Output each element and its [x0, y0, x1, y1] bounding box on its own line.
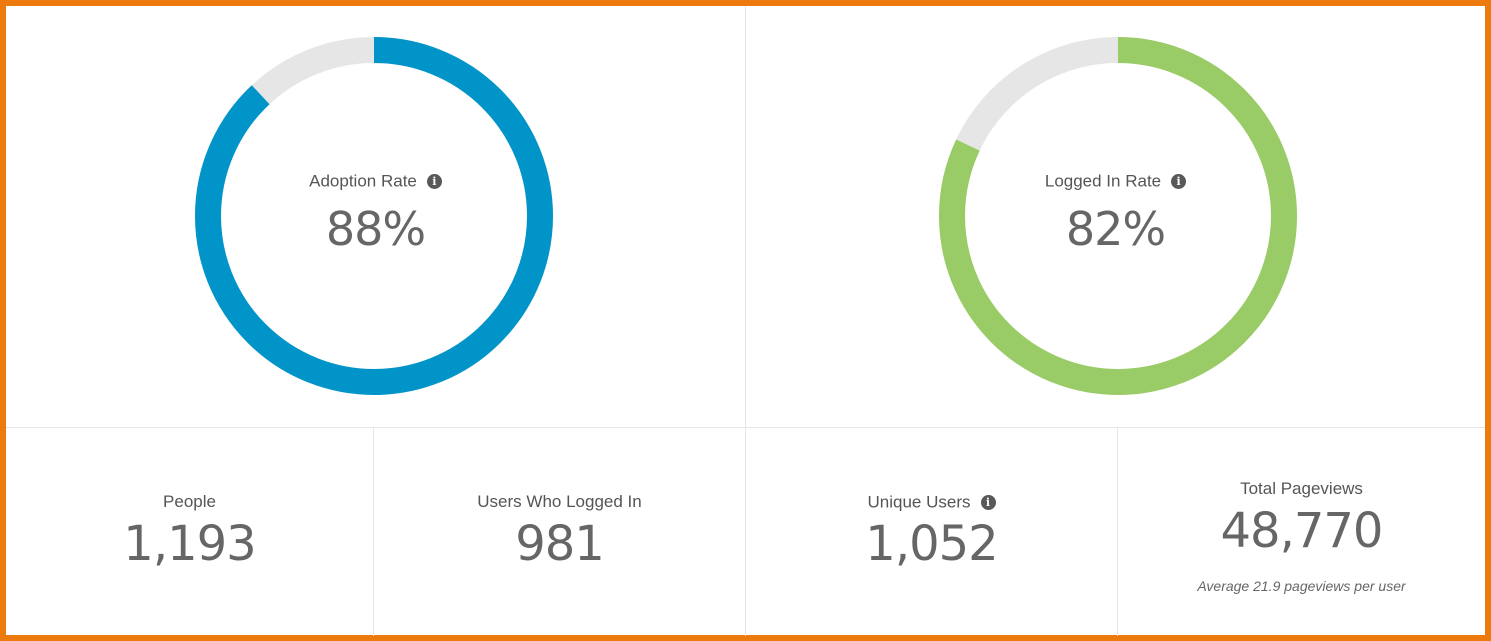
unique-users-label: Unique Users i	[746, 492, 1117, 513]
users-logged-in-stat: Users Who Logged In 981	[374, 428, 746, 636]
people-value: 1,193	[123, 516, 256, 572]
users-logged-in-label: Users Who Logged In	[477, 492, 642, 511]
unique-users-value: 1,052	[865, 516, 998, 572]
adoption-rate-label: Adoption Rate i	[6, 171, 745, 192]
logged-in-rate-label: Logged In Rate i	[746, 171, 1485, 192]
logged-in-rate-value: 82%	[1065, 202, 1166, 256]
adoption-rate-donut	[195, 37, 553, 395]
total-pageviews-stat: Total Pageviews 48,770 Average 21.9 page…	[1118, 428, 1485, 636]
total-pageviews-value: 48,770	[1220, 503, 1384, 559]
total-pageviews-label: Total Pageviews	[1240, 479, 1363, 498]
adoption-rate-value: 88%	[325, 202, 426, 256]
adoption-rate-label-text: Adoption Rate	[309, 171, 417, 191]
gauges-row: Adoption Rate i 88% Logged In Rate i 82%	[6, 6, 1485, 427]
logged-in-rate-donut	[939, 37, 1297, 395]
people-stat: People 1,193	[6, 428, 374, 636]
stats-row: People 1,193 Users Who Logged In 981 Uni…	[6, 427, 1485, 636]
info-icon[interactable]: i	[980, 495, 996, 511]
unique-users-label-text: Unique Users	[867, 492, 971, 512]
users-logged-in-value: 981	[515, 516, 605, 572]
pageviews-average-note: Average 21.9 pageviews per user	[1197, 578, 1406, 594]
adoption-rate-arc	[195, 37, 553, 395]
info-icon[interactable]: i	[426, 174, 442, 190]
logged-in-rate-panel: Logged In Rate i 82%	[746, 6, 1485, 427]
unique-users-stat: Unique Users i 1,052	[746, 428, 1118, 636]
people-label: People	[163, 492, 216, 511]
info-icon[interactable]: i	[1171, 174, 1187, 190]
adoption-rate-panel: Adoption Rate i 88%	[6, 6, 746, 427]
logged-in-rate-label-text: Logged In Rate	[1044, 171, 1162, 191]
logged-in-rate-arc	[939, 37, 1297, 395]
